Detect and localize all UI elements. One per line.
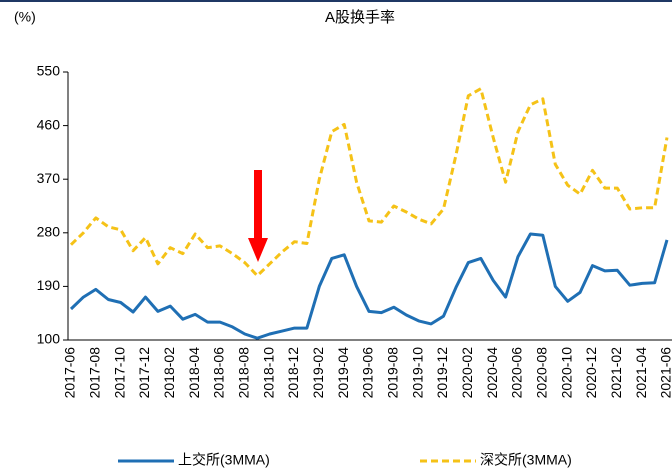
x-tick-label: 2018-06 [211,347,227,399]
series-line [69,232,669,340]
x-tick-label: 2020-12 [583,347,599,399]
x-tick-label: 2021-04 [633,347,649,399]
x-tick-label: 2018-04 [186,347,202,399]
x-tick-label: 2017-06 [62,347,78,399]
legend-label: 上交所(3MMA) [178,452,270,468]
series-line [69,87,669,278]
chart-title: A股换手率 [325,9,395,26]
x-tick-label: 2019-04 [335,347,351,399]
y-tick-label: 100 [37,331,61,347]
x-tick-label: 2019-12 [434,347,450,399]
x-tick-label: 2020-10 [558,347,574,399]
y-axis-label: (%) [14,9,36,25]
x-tick-label: 2019-06 [360,347,376,399]
x-tick-label: 2019-02 [310,347,326,399]
legend-label: 深交所(3MMA) [480,452,572,468]
x-tick-label: 2018-02 [161,347,177,399]
x-tick-label: 2018-12 [285,347,301,399]
x-tick-label: 2018-08 [236,347,252,399]
x-tick-label: 2020-04 [484,347,500,399]
x-tick-label: 2020-08 [534,347,550,399]
x-tick-label: 2017-10 [111,347,127,399]
x-tick-label: 2017-08 [87,347,103,399]
arrow-annotation [248,170,268,262]
x-tick-label: 2021-02 [608,347,624,399]
x-tick-label: 2021-06 [658,347,672,399]
y-tick-label: 190 [37,277,61,293]
y-tick-label: 460 [37,116,61,132]
x-tick-label: 2017-12 [136,347,152,399]
x-tick-label: 2019-10 [409,347,425,399]
y-tick-label: 370 [37,170,61,186]
x-tick-label: 2020-02 [459,347,475,399]
x-tick-label: 2020-06 [509,347,525,399]
x-tick-label: 2019-08 [385,347,401,399]
y-tick-label: 550 [37,63,61,79]
y-tick-label: 280 [37,224,61,240]
x-tick-label: 2018-10 [260,347,276,399]
